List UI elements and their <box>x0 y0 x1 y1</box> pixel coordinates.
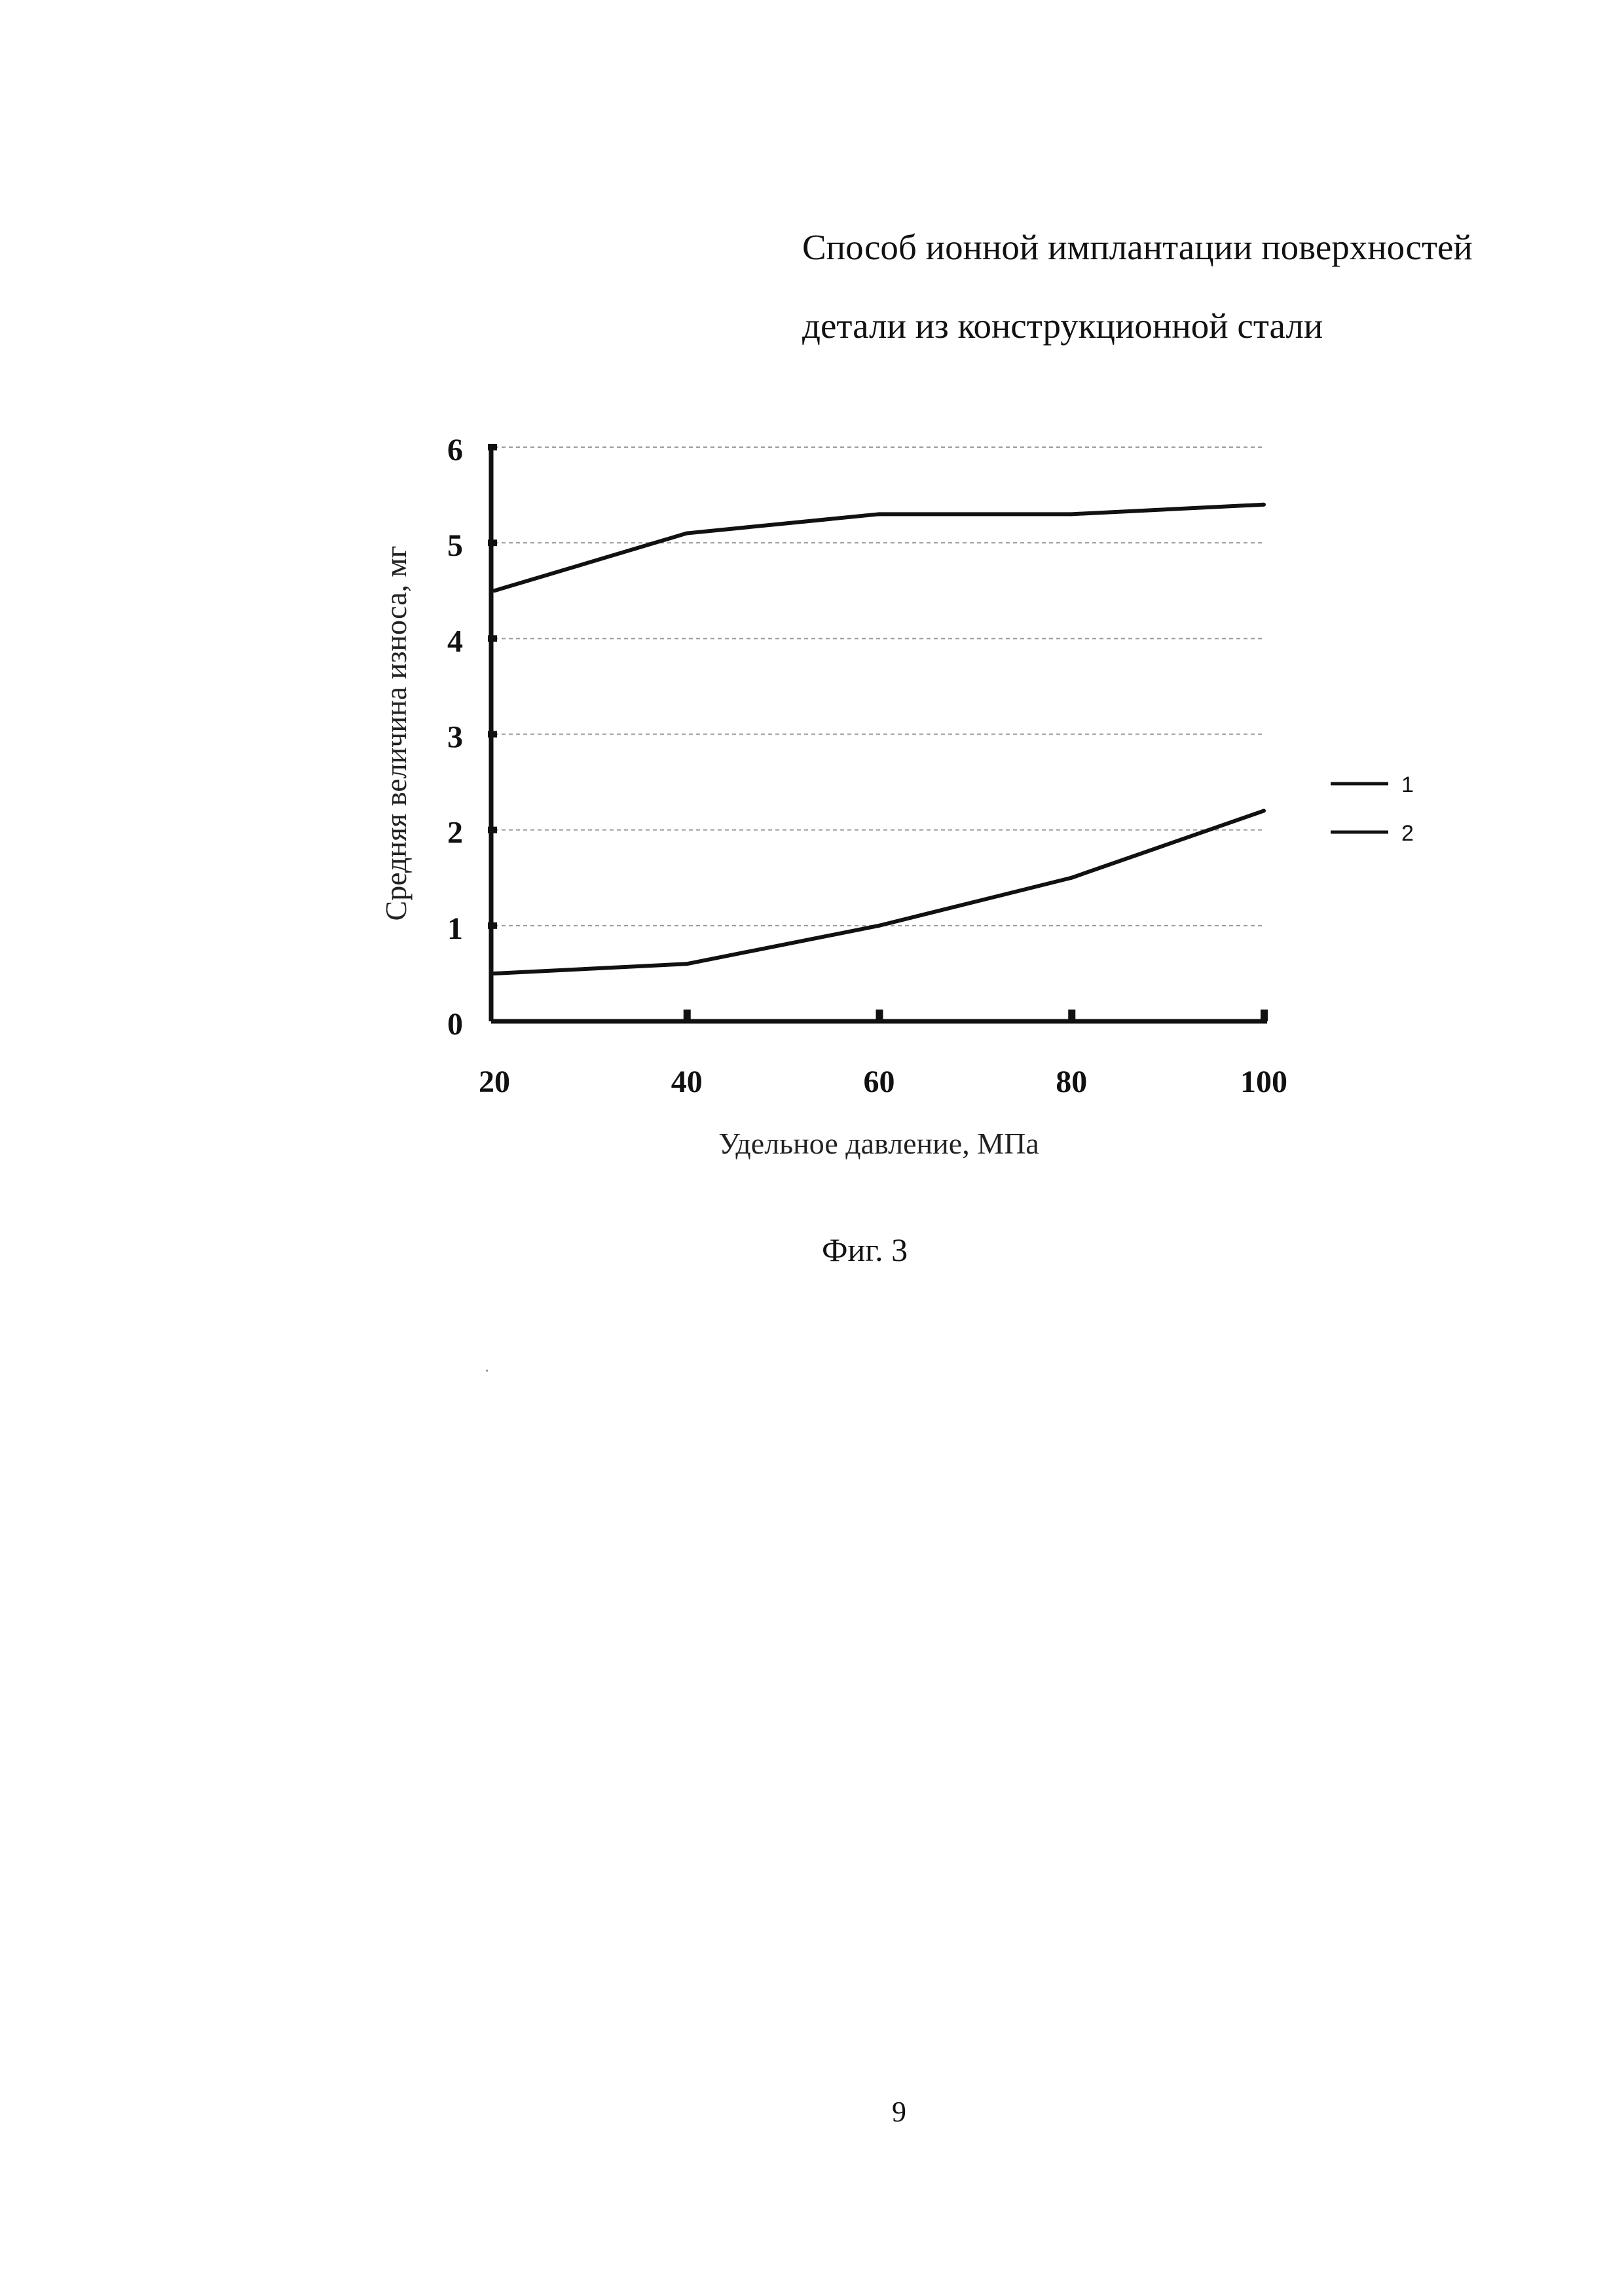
data-point <box>877 512 881 517</box>
data-point <box>492 589 496 593</box>
y-tick-label: 4 <box>447 624 463 659</box>
x-tick-label: 20 <box>479 1065 510 1099</box>
grid-lines <box>494 446 1264 926</box>
x-tick-label: 100 <box>1240 1065 1287 1099</box>
data-point <box>1069 875 1074 880</box>
x-tick-mark <box>876 1010 883 1021</box>
y-tick-label: 2 <box>447 816 463 850</box>
legend-label: 1 <box>1401 773 1414 797</box>
y-tick-mark <box>488 731 497 738</box>
page-number: 9 <box>892 2096 906 2128</box>
y-tick-label: 6 <box>447 433 463 467</box>
x-tick-mark <box>1261 1010 1268 1021</box>
series-line-2 <box>494 809 1264 975</box>
document-title-line-2: детали из конструкционной стали <box>802 306 1323 346</box>
y-tick-mark <box>488 444 497 450</box>
y-tick-label: 1 <box>447 911 463 946</box>
y-tick-label: 5 <box>447 528 463 563</box>
x-axis-title: Удельное давление, МПа <box>718 1127 1039 1160</box>
data-point <box>684 962 689 966</box>
y-tick-mark <box>488 922 497 929</box>
figure-caption: Фиг. 3 <box>822 1231 908 1268</box>
document-title: Способ ионной имплантации поверхностей д… <box>802 208 1588 365</box>
data-point <box>684 531 689 536</box>
chart-legend: 12 <box>1331 773 1414 846</box>
y-tick-label: 3 <box>447 720 463 755</box>
y-tick-label: 0 <box>447 1007 463 1042</box>
tick-labels: 0 1 2 3 4 5 6 20 40 60 80 100 <box>447 433 1287 1099</box>
scan-speck <box>486 1370 488 1372</box>
document-title-line-1: Способ ионной имплантации поверхностей <box>802 227 1473 267</box>
x-tick-label: 40 <box>671 1065 703 1099</box>
legend-label: 2 <box>1401 821 1414 846</box>
y-tick-mark <box>488 539 497 547</box>
data-point <box>877 923 881 928</box>
data-point <box>1262 502 1266 507</box>
data-point <box>1262 809 1266 813</box>
x-tick-label: 80 <box>1056 1065 1087 1099</box>
y-axis-title: Средняя величина износа, мг <box>379 546 413 921</box>
data-point <box>492 971 496 975</box>
x-tick-mark <box>683 1010 691 1021</box>
y-tick-mark <box>488 635 497 642</box>
y-tick-mark <box>488 826 497 833</box>
x-tick-label: 60 <box>864 1065 895 1099</box>
series-line-1 <box>494 502 1264 593</box>
chart-series <box>492 502 1266 975</box>
axis-ticks <box>488 444 1268 1021</box>
data-point <box>1069 512 1074 517</box>
x-tick-mark <box>1068 1010 1076 1021</box>
